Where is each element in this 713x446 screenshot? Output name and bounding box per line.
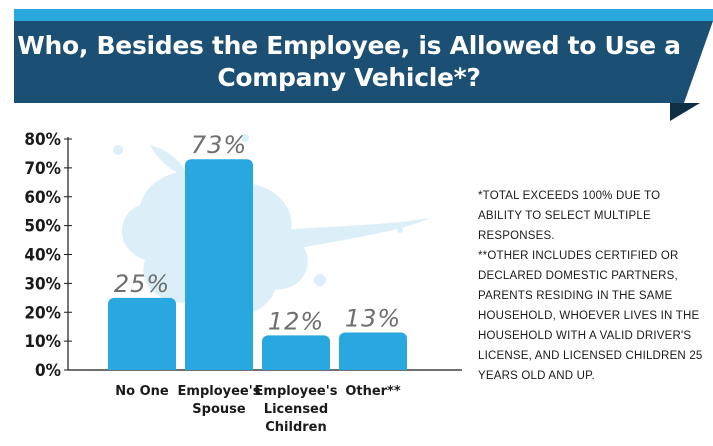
y-axis: 0% 10% 20% 30% 40% 50% 60% 70% 80% bbox=[24, 130, 462, 381]
bar-base bbox=[262, 362, 330, 370]
y-tick-label: 60% bbox=[24, 188, 61, 208]
footnote-other: **OTHER INCLUDES CERTIFIED OR DECLARED D… bbox=[478, 250, 703, 382]
category-label: Licensed bbox=[264, 402, 328, 417]
bar bbox=[339, 332, 407, 370]
category-label: No One bbox=[115, 384, 169, 399]
y-tick-label: 30% bbox=[24, 274, 61, 294]
category-label: Other** bbox=[345, 384, 401, 399]
value-label: 73% bbox=[191, 131, 247, 159]
value-label: 12% bbox=[268, 307, 324, 335]
category-labels: No One Employee'sSpouseEmployee'sLicensed… bbox=[115, 384, 401, 435]
y-tick-label: 0% bbox=[35, 361, 61, 381]
bar bbox=[185, 159, 253, 370]
category-label: Employee's bbox=[255, 384, 338, 399]
y-tick-label: 20% bbox=[24, 303, 61, 323]
title-banner: Who, Besides the Employee, is Allowed to… bbox=[14, 21, 684, 103]
bar-base bbox=[108, 362, 176, 370]
category-label: Employee's bbox=[178, 384, 261, 399]
category-label: Spouse bbox=[192, 402, 246, 417]
bars bbox=[108, 159, 407, 370]
top-accent-stripe bbox=[14, 9, 713, 21]
category-label: Children bbox=[265, 420, 327, 435]
y-tick-label: 80% bbox=[24, 130, 61, 150]
banner-shadow bbox=[670, 103, 700, 121]
value-labels: 25% 73% 12% 13% bbox=[114, 131, 401, 335]
y-tick-label: 40% bbox=[24, 246, 61, 266]
page-title-line2: Company Vehicle*? bbox=[217, 63, 481, 92]
value-label: 13% bbox=[345, 304, 401, 332]
bar-base bbox=[339, 362, 407, 370]
y-tick-label: 50% bbox=[24, 217, 61, 237]
banner-fold bbox=[684, 21, 713, 103]
bar-base bbox=[185, 362, 253, 370]
page-title-line1: Who, Besides the Employee, is Allowed to… bbox=[17, 31, 681, 60]
footnotes: *TOTAL EXCEEDS 100% DUE TO ABILITY TO SE… bbox=[478, 186, 706, 386]
footnote-total: *TOTAL EXCEEDS 100% DUE TO ABILITY TO SE… bbox=[478, 190, 661, 242]
value-label: 25% bbox=[114, 270, 170, 298]
y-tick-label: 70% bbox=[24, 159, 61, 179]
y-tick-label: 10% bbox=[24, 332, 61, 352]
bar bbox=[108, 297, 176, 370]
bar bbox=[262, 335, 330, 370]
